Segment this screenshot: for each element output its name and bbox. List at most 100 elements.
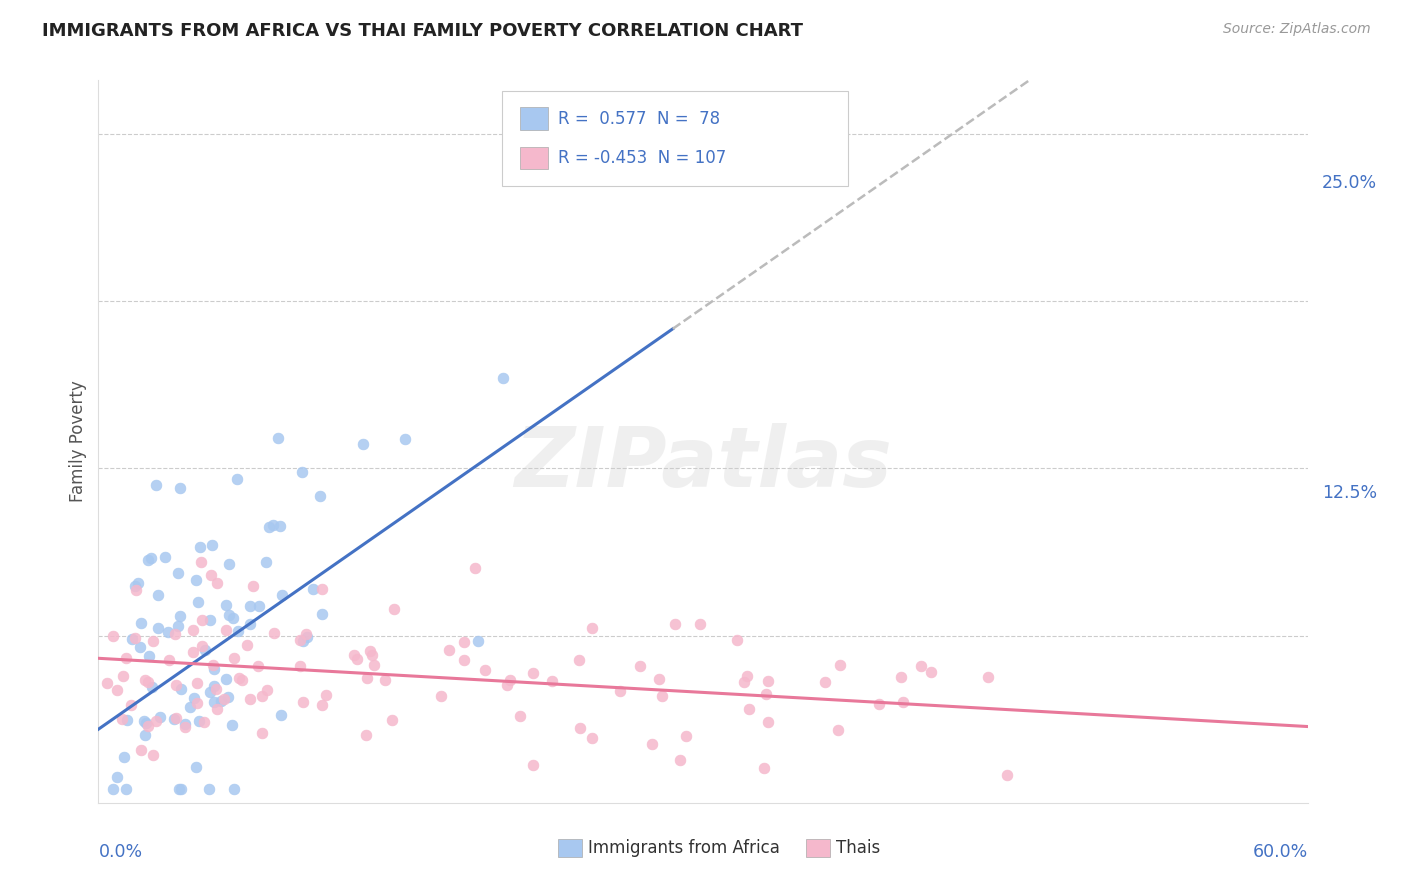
Point xyxy=(609,683,631,698)
Point xyxy=(128,640,150,654)
Point xyxy=(145,477,167,491)
Point xyxy=(135,716,157,731)
Point xyxy=(136,553,159,567)
Point xyxy=(121,632,143,646)
Point xyxy=(290,658,312,673)
Point xyxy=(111,712,134,726)
Point xyxy=(173,716,195,731)
Point xyxy=(120,698,142,712)
Point xyxy=(291,465,314,479)
Point xyxy=(467,634,489,648)
Point xyxy=(139,550,162,565)
Text: IMMIGRANTS FROM AFRICA VS THAI FAMILY POVERTY CORRELATION CHART: IMMIGRANTS FROM AFRICA VS THAI FAMILY PO… xyxy=(42,22,803,40)
Point xyxy=(228,672,250,686)
Point xyxy=(352,436,374,450)
Point xyxy=(382,602,405,616)
Point xyxy=(756,673,779,688)
Point xyxy=(169,608,191,623)
Point xyxy=(568,653,591,667)
Point xyxy=(738,702,761,716)
Point xyxy=(142,748,165,763)
Point xyxy=(828,658,851,673)
Point xyxy=(453,653,475,667)
Point xyxy=(204,679,226,693)
Point xyxy=(167,566,190,581)
Point xyxy=(430,689,453,703)
Point xyxy=(733,674,755,689)
Point xyxy=(141,680,163,694)
Point xyxy=(374,673,396,687)
Point xyxy=(509,709,531,723)
Point xyxy=(238,599,260,613)
Point xyxy=(474,663,496,677)
Text: R = -0.453  N = 107: R = -0.453 N = 107 xyxy=(558,149,727,167)
Point xyxy=(190,555,212,569)
Point xyxy=(127,576,149,591)
Bar xyxy=(806,838,830,857)
Point xyxy=(181,645,204,659)
Text: ZIPatlas: ZIPatlas xyxy=(515,423,891,504)
Point xyxy=(224,782,246,797)
Point xyxy=(187,595,209,609)
Point xyxy=(239,691,262,706)
Point xyxy=(201,538,224,552)
Point xyxy=(181,624,204,638)
Point xyxy=(311,698,333,713)
Point xyxy=(198,782,221,797)
Point xyxy=(134,673,156,688)
Bar xyxy=(558,838,582,857)
Point xyxy=(165,678,187,692)
Point xyxy=(193,714,215,729)
Text: Immigrants from Africa: Immigrants from Africa xyxy=(588,838,780,856)
Point xyxy=(288,633,311,648)
Point xyxy=(246,659,269,673)
Point xyxy=(356,671,378,685)
Point xyxy=(291,695,314,709)
Point xyxy=(214,673,236,687)
Point xyxy=(215,598,238,612)
Point xyxy=(522,666,544,681)
Point xyxy=(198,613,221,627)
Point xyxy=(675,729,697,743)
Point xyxy=(205,575,228,590)
Point xyxy=(270,588,292,602)
Point xyxy=(205,681,228,696)
Point xyxy=(214,624,236,638)
Point xyxy=(890,670,912,684)
Point xyxy=(910,659,932,673)
Point xyxy=(664,616,686,631)
Point xyxy=(581,621,603,635)
Point xyxy=(491,370,513,384)
Point xyxy=(202,657,225,672)
Point xyxy=(205,701,228,715)
Point xyxy=(254,555,277,569)
Point xyxy=(138,648,160,663)
Point xyxy=(522,757,544,772)
Point xyxy=(179,699,201,714)
Point xyxy=(239,617,262,632)
Point xyxy=(112,750,135,764)
Point xyxy=(129,615,152,630)
Point xyxy=(149,710,172,724)
Point xyxy=(581,731,603,745)
Point xyxy=(499,673,522,687)
Point xyxy=(291,634,314,648)
Point xyxy=(186,696,208,710)
Point xyxy=(184,573,207,587)
Point xyxy=(394,432,416,446)
Point xyxy=(170,681,193,696)
Point xyxy=(302,582,325,596)
Point xyxy=(920,665,942,679)
Point xyxy=(651,689,673,703)
Point xyxy=(315,689,337,703)
Point xyxy=(256,682,278,697)
Point xyxy=(96,676,118,690)
Point xyxy=(540,673,562,688)
Point xyxy=(464,560,486,574)
Point xyxy=(725,632,748,647)
Point xyxy=(191,613,214,627)
Point xyxy=(641,737,664,751)
Text: Thais: Thais xyxy=(837,838,880,856)
Text: 0.0%: 0.0% xyxy=(98,843,142,861)
Point xyxy=(295,627,318,641)
